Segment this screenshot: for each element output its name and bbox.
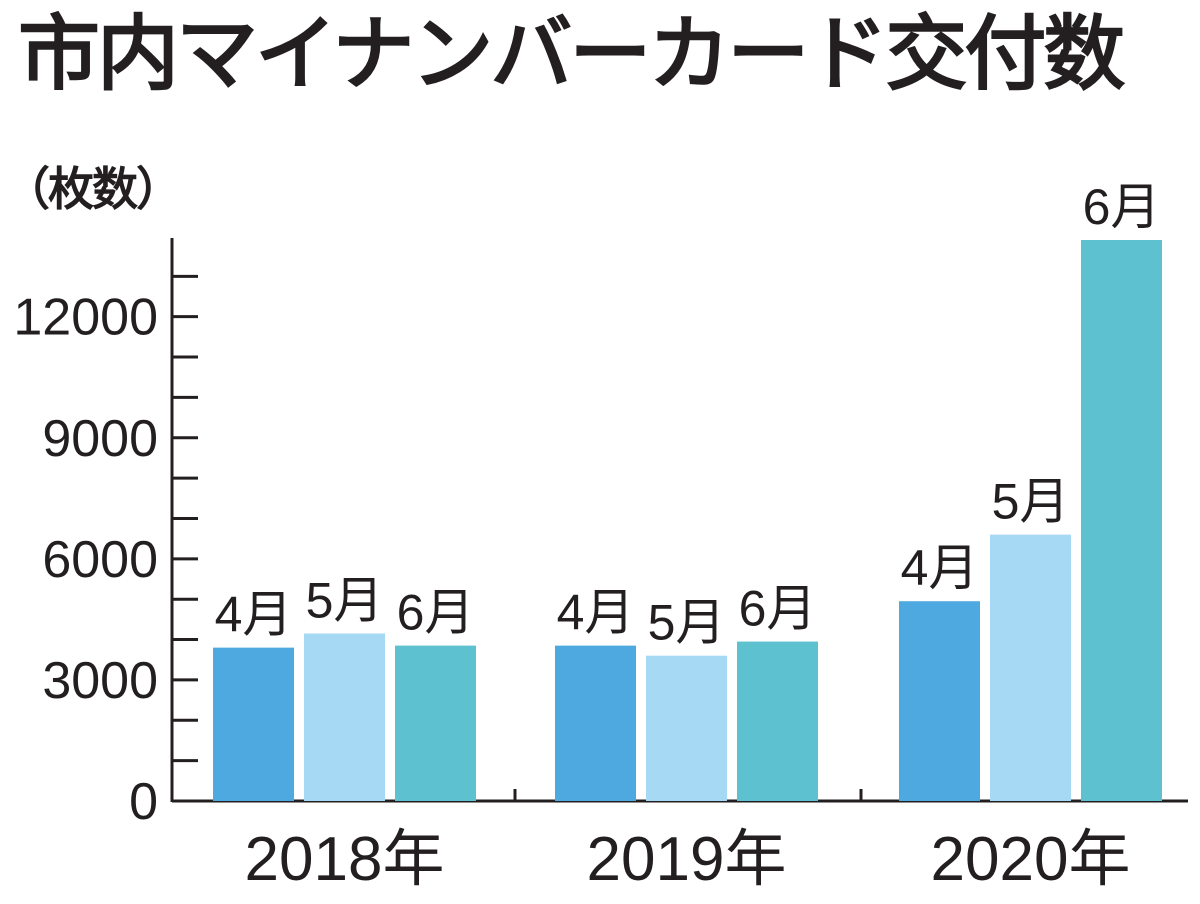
y-tick-label: 3000 bbox=[42, 652, 158, 710]
bar-month-label: 6月 bbox=[739, 581, 817, 637]
y-axis-unit-label: （枚数） bbox=[4, 162, 182, 216]
bar-month-label: 5月 bbox=[648, 595, 726, 651]
y-tick-label: 0 bbox=[129, 773, 158, 831]
chart-title: 市内マイナンバーカード交付数 bbox=[18, 7, 1125, 102]
y-tick-label: 6000 bbox=[42, 531, 158, 589]
bar-2020年-6月 bbox=[1081, 240, 1162, 801]
bar-month-label: 5月 bbox=[306, 573, 384, 629]
bar-2019年-6月 bbox=[737, 641, 818, 801]
bar-2019年-4月 bbox=[555, 645, 636, 801]
bar-month-label: 6月 bbox=[1083, 179, 1161, 235]
x-category-label: 2018年 bbox=[245, 825, 445, 894]
bar-month-label: 5月 bbox=[992, 474, 1070, 530]
bar-2019年-5月 bbox=[646, 655, 727, 801]
bar-2018年-4月 bbox=[213, 647, 294, 801]
bar-month-label: 4月 bbox=[215, 587, 293, 643]
bar-month-label: 4月 bbox=[557, 585, 635, 641]
bar-2018年-6月 bbox=[395, 645, 476, 801]
bar-month-label: 4月 bbox=[901, 540, 979, 596]
x-category-label: 2019年 bbox=[587, 825, 787, 894]
bar-2020年-4月 bbox=[899, 601, 980, 801]
y-tick-label: 9000 bbox=[42, 410, 158, 468]
y-tick-label: 12000 bbox=[13, 289, 158, 347]
bar-2018年-5月 bbox=[304, 633, 385, 801]
bar-month-label: 6月 bbox=[397, 585, 475, 641]
x-category-label: 2020年 bbox=[931, 825, 1131, 894]
bar-2020年-5月 bbox=[990, 534, 1071, 801]
